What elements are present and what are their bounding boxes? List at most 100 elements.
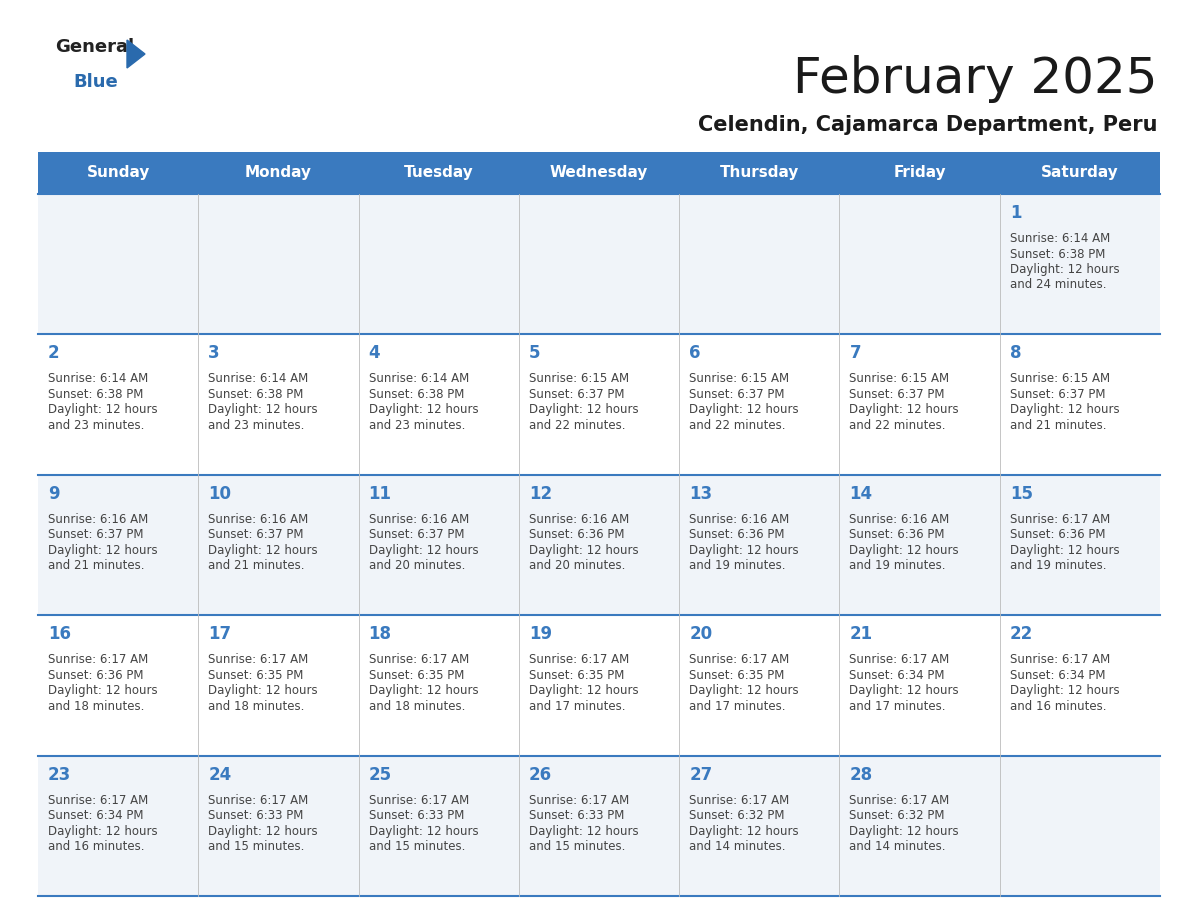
Text: and 17 minutes.: and 17 minutes. <box>849 700 946 712</box>
Text: and 21 minutes.: and 21 minutes. <box>1010 419 1106 431</box>
Text: 4: 4 <box>368 344 380 363</box>
Text: Sunset: 6:37 PM: Sunset: 6:37 PM <box>48 528 144 542</box>
Text: Sunset: 6:37 PM: Sunset: 6:37 PM <box>529 388 625 401</box>
Text: and 18 minutes.: and 18 minutes. <box>48 700 145 712</box>
Text: 10: 10 <box>208 485 232 503</box>
Text: Sunrise: 6:17 AM: Sunrise: 6:17 AM <box>849 654 949 666</box>
Text: 18: 18 <box>368 625 392 644</box>
Text: Daylight: 12 hours: Daylight: 12 hours <box>849 684 959 697</box>
Text: Daylight: 12 hours: Daylight: 12 hours <box>1010 263 1119 276</box>
Text: Sunset: 6:34 PM: Sunset: 6:34 PM <box>48 809 144 823</box>
Text: Sunset: 6:38 PM: Sunset: 6:38 PM <box>208 388 304 401</box>
Text: 5: 5 <box>529 344 541 363</box>
Text: Sunrise: 6:17 AM: Sunrise: 6:17 AM <box>368 793 469 807</box>
Text: Tuesday: Tuesday <box>404 165 474 181</box>
Text: Daylight: 12 hours: Daylight: 12 hours <box>1010 403 1119 417</box>
Text: Daylight: 12 hours: Daylight: 12 hours <box>529 824 638 837</box>
Text: Sunrise: 6:14 AM: Sunrise: 6:14 AM <box>368 373 469 386</box>
Text: Sunset: 6:32 PM: Sunset: 6:32 PM <box>689 809 784 823</box>
Text: Daylight: 12 hours: Daylight: 12 hours <box>368 543 479 557</box>
Text: Daylight: 12 hours: Daylight: 12 hours <box>48 403 158 417</box>
Text: Sunrise: 6:14 AM: Sunrise: 6:14 AM <box>208 373 309 386</box>
Text: Sunrise: 6:17 AM: Sunrise: 6:17 AM <box>1010 513 1110 526</box>
Text: and 16 minutes.: and 16 minutes. <box>1010 700 1106 712</box>
Text: Sunset: 6:36 PM: Sunset: 6:36 PM <box>689 528 784 542</box>
Text: 19: 19 <box>529 625 552 644</box>
Text: and 23 minutes.: and 23 minutes. <box>48 419 145 431</box>
Text: Daylight: 12 hours: Daylight: 12 hours <box>1010 543 1119 557</box>
Text: Sunrise: 6:15 AM: Sunrise: 6:15 AM <box>689 373 789 386</box>
Text: Sunset: 6:36 PM: Sunset: 6:36 PM <box>1010 528 1105 542</box>
Text: 17: 17 <box>208 625 232 644</box>
Text: Sunrise: 6:17 AM: Sunrise: 6:17 AM <box>529 793 630 807</box>
Text: Saturday: Saturday <box>1041 165 1119 181</box>
Text: Sunset: 6:37 PM: Sunset: 6:37 PM <box>1010 388 1105 401</box>
Text: and 18 minutes.: and 18 minutes. <box>368 700 465 712</box>
Text: Wednesday: Wednesday <box>550 165 649 181</box>
Text: 23: 23 <box>48 766 71 784</box>
Text: February 2025: February 2025 <box>794 55 1158 103</box>
Text: Daylight: 12 hours: Daylight: 12 hours <box>849 403 959 417</box>
Text: Sunrise: 6:17 AM: Sunrise: 6:17 AM <box>48 654 148 666</box>
Text: Sunset: 6:37 PM: Sunset: 6:37 PM <box>208 528 304 542</box>
Text: and 24 minutes.: and 24 minutes. <box>1010 278 1106 292</box>
Text: Sunrise: 6:16 AM: Sunrise: 6:16 AM <box>48 513 148 526</box>
Text: Sunrise: 6:16 AM: Sunrise: 6:16 AM <box>208 513 309 526</box>
Text: 21: 21 <box>849 625 872 644</box>
Text: and 22 minutes.: and 22 minutes. <box>689 419 785 431</box>
Text: and 22 minutes.: and 22 minutes. <box>529 419 625 431</box>
Text: Sunrise: 6:16 AM: Sunrise: 6:16 AM <box>529 513 630 526</box>
Text: Celendin, Cajamarca Department, Peru: Celendin, Cajamarca Department, Peru <box>699 115 1158 135</box>
Text: Sunrise: 6:16 AM: Sunrise: 6:16 AM <box>368 513 469 526</box>
Text: Sunrise: 6:17 AM: Sunrise: 6:17 AM <box>368 654 469 666</box>
Text: Sunrise: 6:17 AM: Sunrise: 6:17 AM <box>208 793 309 807</box>
Text: Thursday: Thursday <box>720 165 800 181</box>
Text: 26: 26 <box>529 766 552 784</box>
Text: Sunset: 6:33 PM: Sunset: 6:33 PM <box>208 809 304 823</box>
Text: Sunset: 6:38 PM: Sunset: 6:38 PM <box>48 388 144 401</box>
Text: and 18 minutes.: and 18 minutes. <box>208 700 304 712</box>
Text: Sunset: 6:38 PM: Sunset: 6:38 PM <box>368 388 465 401</box>
Text: Sunset: 6:33 PM: Sunset: 6:33 PM <box>368 809 465 823</box>
Text: Sunset: 6:34 PM: Sunset: 6:34 PM <box>1010 668 1105 682</box>
Text: and 19 minutes.: and 19 minutes. <box>689 559 785 572</box>
Text: Sunset: 6:36 PM: Sunset: 6:36 PM <box>48 668 144 682</box>
Text: 15: 15 <box>1010 485 1032 503</box>
Text: Sunrise: 6:16 AM: Sunrise: 6:16 AM <box>689 513 789 526</box>
Text: and 19 minutes.: and 19 minutes. <box>849 559 946 572</box>
Text: Monday: Monday <box>245 165 312 181</box>
Text: Daylight: 12 hours: Daylight: 12 hours <box>689 403 798 417</box>
Text: and 17 minutes.: and 17 minutes. <box>689 700 785 712</box>
Text: and 14 minutes.: and 14 minutes. <box>689 840 785 853</box>
Text: and 15 minutes.: and 15 minutes. <box>529 840 625 853</box>
Text: 6: 6 <box>689 344 701 363</box>
Text: Daylight: 12 hours: Daylight: 12 hours <box>368 403 479 417</box>
Text: Daylight: 12 hours: Daylight: 12 hours <box>208 543 318 557</box>
Text: Sunset: 6:32 PM: Sunset: 6:32 PM <box>849 809 944 823</box>
Text: 28: 28 <box>849 766 872 784</box>
Text: Daylight: 12 hours: Daylight: 12 hours <box>849 543 959 557</box>
Text: 13: 13 <box>689 485 713 503</box>
Text: Daylight: 12 hours: Daylight: 12 hours <box>529 403 638 417</box>
Text: Daylight: 12 hours: Daylight: 12 hours <box>689 824 798 837</box>
Text: Sunrise: 6:15 AM: Sunrise: 6:15 AM <box>1010 373 1110 386</box>
Text: and 15 minutes.: and 15 minutes. <box>368 840 465 853</box>
Text: Sunday: Sunday <box>87 165 150 181</box>
Text: 14: 14 <box>849 485 872 503</box>
Text: and 21 minutes.: and 21 minutes. <box>208 559 305 572</box>
Text: and 20 minutes.: and 20 minutes. <box>368 559 465 572</box>
Text: Sunrise: 6:15 AM: Sunrise: 6:15 AM <box>849 373 949 386</box>
Text: Daylight: 12 hours: Daylight: 12 hours <box>1010 684 1119 697</box>
Text: Sunrise: 6:16 AM: Sunrise: 6:16 AM <box>849 513 949 526</box>
Text: and 19 minutes.: and 19 minutes. <box>1010 559 1106 572</box>
Text: Sunset: 6:35 PM: Sunset: 6:35 PM <box>689 668 784 682</box>
Text: Daylight: 12 hours: Daylight: 12 hours <box>368 684 479 697</box>
Text: 20: 20 <box>689 625 713 644</box>
Text: Sunrise: 6:15 AM: Sunrise: 6:15 AM <box>529 373 628 386</box>
Bar <box>38 334 1159 475</box>
Bar <box>38 194 1159 334</box>
Text: Sunrise: 6:17 AM: Sunrise: 6:17 AM <box>849 793 949 807</box>
Text: Daylight: 12 hours: Daylight: 12 hours <box>529 684 638 697</box>
Text: and 23 minutes.: and 23 minutes. <box>368 419 465 431</box>
Text: Daylight: 12 hours: Daylight: 12 hours <box>689 543 798 557</box>
